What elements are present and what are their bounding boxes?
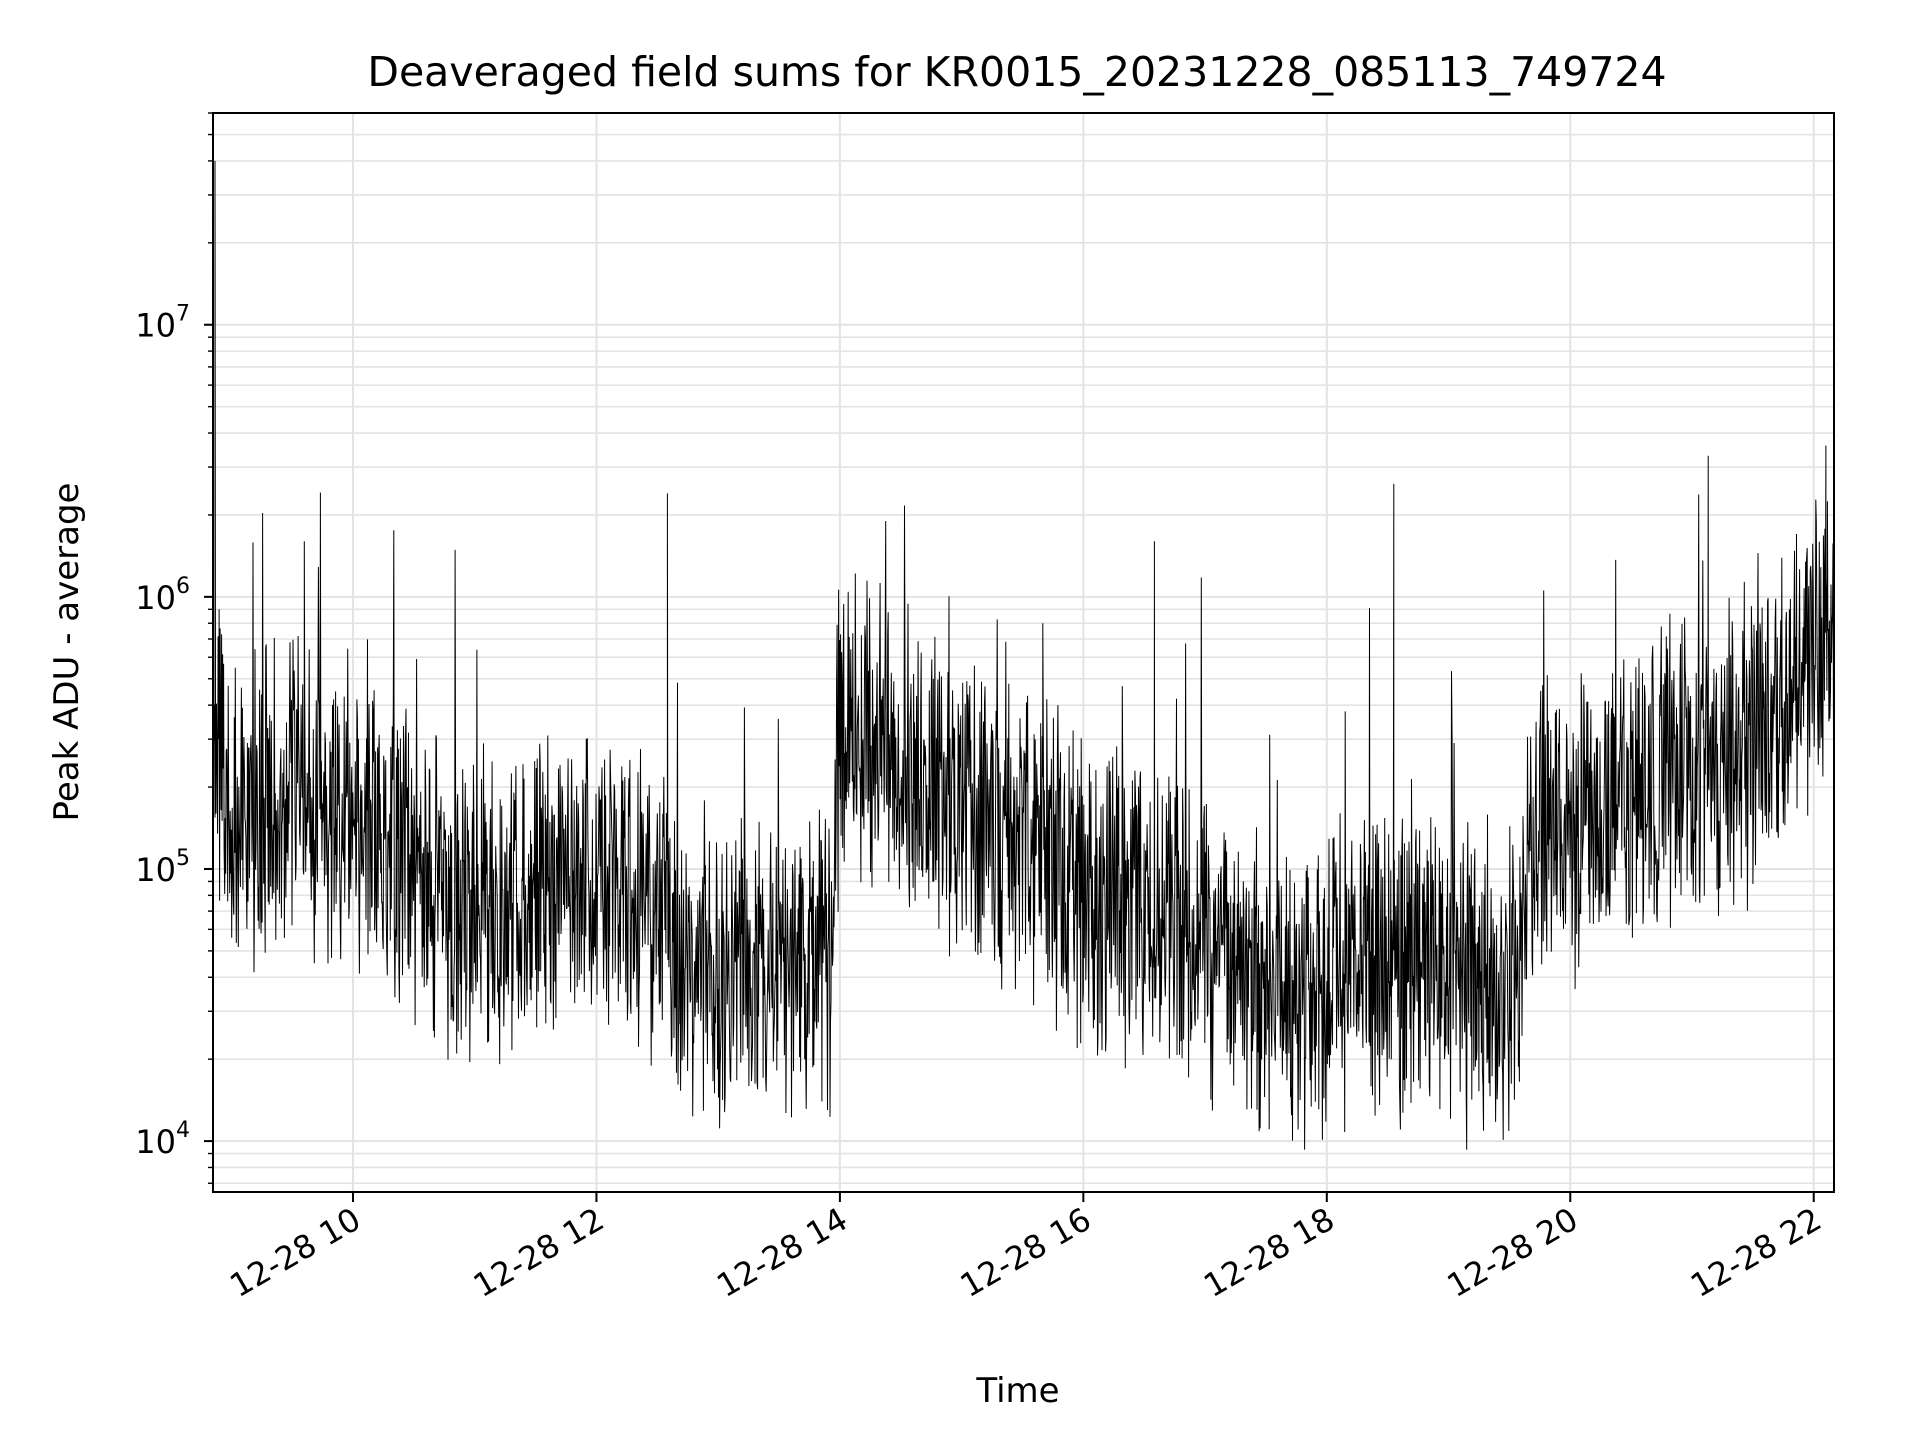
y-axis-label: Peak ADU - average — [47, 483, 87, 822]
x-tick-label: 12-28 14 — [710, 1200, 854, 1305]
y-tick-label: 104 — [135, 1118, 190, 1161]
x-tick-label: 12-28 12 — [467, 1200, 611, 1305]
x-tick-label: 12-28 22 — [1684, 1200, 1828, 1305]
x-tick-label: 12-28 20 — [1441, 1200, 1585, 1305]
x-tick-label: 12-28 16 — [954, 1200, 1098, 1305]
y-tick-label: 107 — [135, 302, 190, 345]
y-tick-label: 106 — [135, 574, 190, 617]
plot-frame — [212, 112, 1835, 1193]
x-tick-label: 12-28 10 — [223, 1200, 367, 1305]
series-line — [213, 160, 1834, 1150]
y-tick-label: 105 — [135, 846, 190, 889]
plot-area — [213, 160, 1834, 1150]
x-axis-label: Time — [975, 1371, 1059, 1411]
chart-title: Deaveraged field sums for KR0015_2023122… — [367, 48, 1666, 96]
x-tick-label: 12-28 18 — [1197, 1200, 1341, 1305]
